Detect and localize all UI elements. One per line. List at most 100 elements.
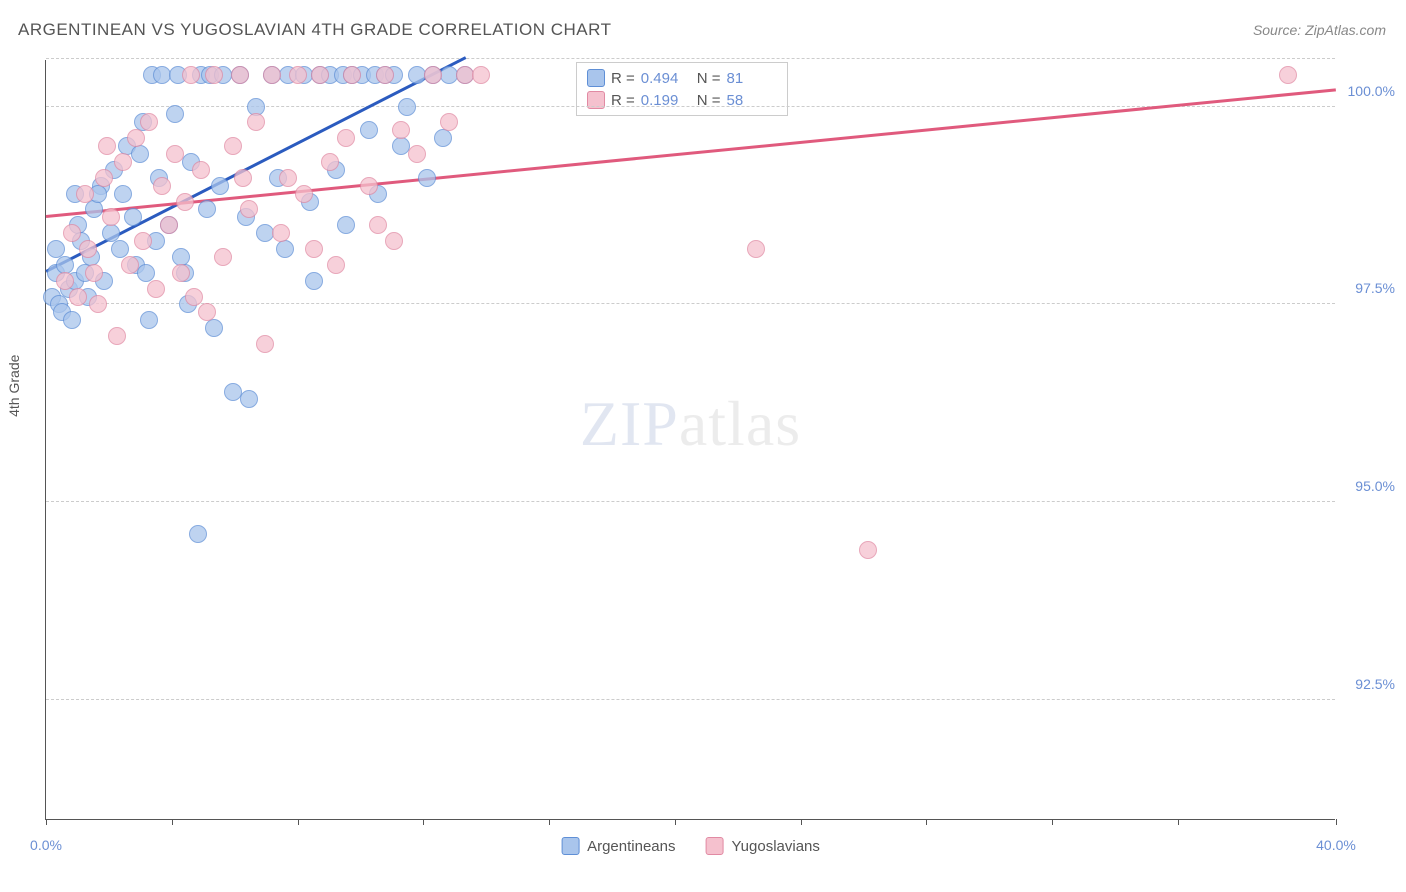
scatter-point bbox=[63, 311, 81, 329]
x-tick-label: 0.0% bbox=[30, 837, 62, 853]
y-axis-label: 4th Grade bbox=[6, 354, 22, 416]
scatter-point bbox=[166, 105, 184, 123]
scatter-point bbox=[224, 137, 242, 155]
scatter-point bbox=[408, 145, 426, 163]
y-tick-label: 92.5% bbox=[1355, 676, 1395, 692]
scatter-point bbox=[247, 113, 265, 131]
scatter-point bbox=[472, 66, 490, 84]
scatter-point bbox=[124, 208, 142, 226]
x-tick bbox=[1052, 819, 1053, 825]
legend-row-yugoslavians: R = 0.199 N = 58 bbox=[587, 89, 777, 111]
scatter-point bbox=[198, 200, 216, 218]
scatter-point bbox=[63, 224, 81, 242]
scatter-point bbox=[272, 224, 290, 242]
x-tick bbox=[1178, 819, 1179, 825]
scatter-point bbox=[131, 145, 149, 163]
legend-label-argentineans: Argentineans bbox=[587, 838, 675, 855]
watermark-zip: ZIP bbox=[580, 388, 679, 459]
scatter-point bbox=[418, 169, 436, 187]
scatter-point bbox=[256, 335, 274, 353]
x-tick bbox=[926, 819, 927, 825]
scatter-point bbox=[234, 169, 252, 187]
scatter-point bbox=[305, 240, 323, 258]
scatter-point bbox=[240, 390, 258, 408]
scatter-point bbox=[95, 169, 113, 187]
y-tick-label: 100.0% bbox=[1348, 83, 1395, 99]
scatter-point bbox=[140, 113, 158, 131]
scatter-point bbox=[198, 303, 216, 321]
scatter-point bbox=[114, 153, 132, 171]
scatter-point bbox=[108, 327, 126, 345]
scatter-point bbox=[337, 129, 355, 147]
scatter-point bbox=[153, 177, 171, 195]
bottom-legend: Argentineans Yugoslavians bbox=[561, 837, 820, 855]
scatter-point bbox=[76, 185, 94, 203]
scatter-point bbox=[276, 240, 294, 258]
legend-item-argentineans: Argentineans bbox=[561, 837, 675, 855]
scatter-point bbox=[89, 295, 107, 313]
scatter-point bbox=[114, 185, 132, 203]
gridline bbox=[46, 58, 1335, 59]
x-tick-label: 40.0% bbox=[1316, 837, 1356, 853]
scatter-point bbox=[398, 98, 416, 116]
gridline bbox=[46, 699, 1335, 700]
watermark: ZIPatlas bbox=[580, 387, 801, 461]
legend-n-label: N = bbox=[697, 70, 721, 87]
scatter-point bbox=[69, 288, 87, 306]
scatter-point bbox=[205, 319, 223, 337]
scatter-point bbox=[47, 240, 65, 258]
chart-title: ARGENTINEAN VS YUGOSLAVIAN 4TH GRADE COR… bbox=[18, 20, 611, 40]
gridline bbox=[46, 303, 1335, 304]
scatter-point bbox=[385, 232, 403, 250]
scatter-point bbox=[121, 256, 139, 274]
scatter-point bbox=[102, 208, 120, 226]
swatch-argentineans-bottom bbox=[561, 837, 579, 855]
x-tick bbox=[172, 819, 173, 825]
scatter-point bbox=[337, 216, 355, 234]
scatter-point bbox=[369, 216, 387, 234]
scatter-point bbox=[360, 177, 378, 195]
scatter-point bbox=[392, 121, 410, 139]
legend-n-value-0: 81 bbox=[727, 70, 777, 87]
scatter-point bbox=[311, 66, 329, 84]
legend-label-yugoslavians: Yugoslavians bbox=[732, 838, 820, 855]
scatter-point bbox=[327, 256, 345, 274]
x-tick bbox=[298, 819, 299, 825]
scatter-point bbox=[189, 525, 207, 543]
scatter-point bbox=[192, 161, 210, 179]
scatter-point bbox=[134, 232, 152, 250]
x-tick bbox=[801, 819, 802, 825]
scatter-point bbox=[205, 66, 223, 84]
scatter-point bbox=[160, 216, 178, 234]
scatter-point bbox=[231, 66, 249, 84]
scatter-point bbox=[1279, 66, 1297, 84]
scatter-point bbox=[263, 66, 281, 84]
x-tick bbox=[675, 819, 676, 825]
legend-item-yugoslavians: Yugoslavians bbox=[706, 837, 820, 855]
y-tick-label: 97.5% bbox=[1355, 280, 1395, 296]
scatter-point bbox=[343, 66, 361, 84]
scatter-point bbox=[859, 541, 877, 559]
scatter-point bbox=[185, 288, 203, 306]
chart-plot-area: 4th Grade ZIPatlas R = 0.494 N = 81 R = … bbox=[45, 60, 1335, 820]
scatter-point bbox=[295, 185, 313, 203]
scatter-point bbox=[440, 113, 458, 131]
swatch-yugoslavians-bottom bbox=[706, 837, 724, 855]
scatter-point bbox=[376, 66, 394, 84]
x-tick bbox=[46, 819, 47, 825]
scatter-point bbox=[176, 193, 194, 211]
scatter-point bbox=[747, 240, 765, 258]
x-tick bbox=[1336, 819, 1337, 825]
scatter-point bbox=[434, 129, 452, 147]
legend-r-label: R = bbox=[611, 70, 635, 87]
watermark-atlas: atlas bbox=[679, 388, 801, 459]
scatter-point bbox=[214, 248, 232, 266]
scatter-point bbox=[424, 66, 442, 84]
scatter-point bbox=[172, 264, 190, 282]
y-tick-label: 95.0% bbox=[1355, 478, 1395, 494]
scatter-point bbox=[127, 129, 145, 147]
scatter-point bbox=[240, 200, 258, 218]
scatter-point bbox=[140, 311, 158, 329]
scatter-point bbox=[279, 169, 297, 187]
scatter-point bbox=[211, 177, 229, 195]
